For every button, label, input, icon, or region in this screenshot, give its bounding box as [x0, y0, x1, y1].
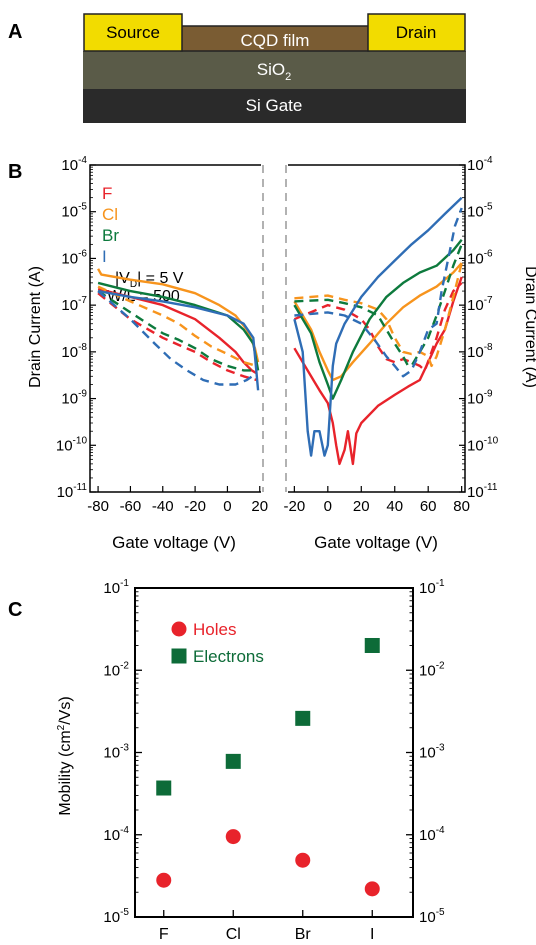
- sio2-layer: [83, 51, 466, 89]
- x-tick-label: 40: [386, 498, 403, 515]
- curve-f-forward: [97, 287, 258, 375]
- y-tick-label: 10-10: [467, 435, 499, 454]
- marker-electrons: [364, 637, 380, 653]
- x-tick-label: -60: [120, 498, 142, 515]
- marker-electrons: [156, 780, 172, 796]
- curve-f-reverse: [97, 292, 257, 382]
- curve-f-reverse: [293, 282, 463, 372]
- y-tick-label: 10-10: [56, 435, 88, 454]
- y-tick-label: 10-5: [467, 202, 493, 221]
- y-tick-label: 10-6: [61, 248, 87, 267]
- x-tick-label: 60: [420, 498, 437, 515]
- si-gate-layer: [83, 89, 466, 123]
- panel-a: A Si Gate SiO2 CQD film Source Drain: [8, 13, 466, 123]
- y-tick-label-right: 10-1: [419, 578, 445, 597]
- y-tick-label-right: 10-4: [419, 825, 445, 844]
- y-tick-label-left: 10-5: [103, 907, 129, 926]
- transfer-plot-left: |VD| = 5 V W/L = 500 Gate voltage (V) Dr…: [27, 155, 268, 552]
- drain-label: Drain: [396, 23, 437, 42]
- x-tick-label: -20: [184, 498, 206, 515]
- panel-a-label: A: [8, 21, 22, 43]
- x-category-label: F: [159, 926, 169, 943]
- legend-marker-electrons: [171, 648, 187, 664]
- y-axis-title-mobility: Mobility (cm2/Vs): [56, 696, 74, 815]
- y-tick-label-left: 10-4: [103, 825, 129, 844]
- si-gate-label: Si Gate: [246, 96, 303, 115]
- y-tick-label-left: 10-3: [103, 743, 129, 762]
- marker-electrons: [225, 753, 241, 769]
- y-tick-label: 10-5: [61, 202, 87, 221]
- frame-gap-left: [261, 164, 265, 493]
- legend-br: Br: [102, 226, 119, 245]
- y-tick-label-left: 10-2: [103, 660, 129, 679]
- panel-b-label: B: [8, 161, 22, 183]
- y-tick-label: 10-9: [61, 389, 87, 408]
- curve-cl-forward: [293, 262, 463, 382]
- transfer-plot-right: Gate voltage (V) Drain Current (A) 10-11…: [284, 155, 536, 552]
- y-axis-title-right: Drain Current (A): [522, 266, 536, 388]
- y-tick-label-right: 10-3: [419, 743, 445, 762]
- sio2-label: SiO2: [257, 60, 291, 83]
- y-tick-label: 10-7: [467, 295, 493, 314]
- source-label: Source: [106, 23, 160, 42]
- legend-label-electrons: Electrons: [193, 647, 264, 666]
- plot-frame-mobility: [134, 587, 414, 918]
- legend-marker-holes: [171, 621, 187, 637]
- marker-holes: [295, 852, 311, 868]
- x-tick-label: -40: [152, 498, 174, 515]
- y-tick-label-right: 10-2: [419, 660, 445, 679]
- y-tick-label: 10-8: [467, 342, 493, 361]
- x-axis-title-left: Gate voltage (V): [112, 533, 236, 552]
- curve-i-forward: [97, 289, 260, 391]
- x-category-label: Br: [295, 926, 312, 943]
- drain-electrode: [367, 13, 466, 52]
- y-tick-label: 10-4: [467, 155, 493, 174]
- curve-i-reverse: [97, 290, 258, 386]
- marker-electrons: [295, 710, 311, 726]
- curve-br-reverse: [294, 243, 463, 368]
- x-tick-label: 0: [324, 498, 332, 515]
- x-category-label: I: [370, 926, 374, 943]
- panel-c-label: C: [8, 599, 22, 621]
- x-axis-title-right: Gate voltage (V): [314, 533, 438, 552]
- marker-holes: [364, 881, 380, 897]
- curve-cl-reverse: [294, 262, 463, 368]
- curve-f-forward: [293, 276, 463, 466]
- panel-b: B |VD| = 5 V W/L = 500 Gate voltage (V) …: [8, 155, 536, 552]
- y-tick-label-left: 10-1: [103, 578, 129, 597]
- curve-br-forward: [293, 239, 463, 400]
- x-category-label: Cl: [226, 926, 241, 943]
- frame-gap-right: [284, 164, 288, 493]
- x-tick-label: 20: [353, 498, 370, 515]
- marker-holes: [225, 829, 241, 845]
- y-tick-label: 10-6: [467, 248, 493, 267]
- source-electrode: [83, 13, 183, 52]
- curve-br-reverse: [97, 290, 257, 372]
- y-tick-label: 10-4: [61, 155, 87, 174]
- panel-c: C Mobility (cm2/Vs) 10-5 10-5 10-4 10-4 10-3…: [8, 578, 445, 943]
- y-tick-label: 10-9: [467, 389, 493, 408]
- x-tick-label: 0: [223, 498, 231, 515]
- y-tick-label: 10-11: [57, 482, 88, 501]
- y-tick-label: 10-8: [61, 342, 87, 361]
- curve-i-forward: [293, 196, 463, 457]
- legend-label-holes: Holes: [193, 620, 236, 639]
- y-tick-label: 10-11: [467, 482, 498, 501]
- cqd-film-label: CQD film: [241, 31, 310, 50]
- x-tick-label: -20: [284, 498, 306, 515]
- mobility-plot: Mobility (cm2/Vs) 10-5 10-5 10-4 10-4 10-3 10…: [56, 578, 445, 943]
- y-tick-label-right: 10-5: [419, 907, 445, 926]
- legend-cl: Cl: [102, 205, 118, 224]
- x-tick-label: 20: [251, 498, 268, 515]
- x-tick-label: 80: [453, 498, 470, 515]
- legend-f: F: [102, 184, 112, 203]
- y-axis-title-left: Drain Current (A): [27, 266, 44, 388]
- y-tick-label: 10-7: [61, 295, 87, 314]
- x-tick-label: -80: [87, 498, 109, 515]
- legend-i: I: [102, 247, 107, 266]
- curve-i-reverse: [294, 207, 463, 378]
- marker-holes: [156, 872, 172, 888]
- curve-cl-reverse: [97, 285, 257, 368]
